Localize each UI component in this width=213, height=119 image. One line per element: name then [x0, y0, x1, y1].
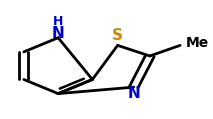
Text: S: S: [112, 28, 123, 43]
Text: Me: Me: [186, 36, 209, 50]
Text: H: H: [53, 15, 63, 28]
Text: N: N: [52, 26, 65, 41]
Text: N: N: [127, 86, 140, 101]
